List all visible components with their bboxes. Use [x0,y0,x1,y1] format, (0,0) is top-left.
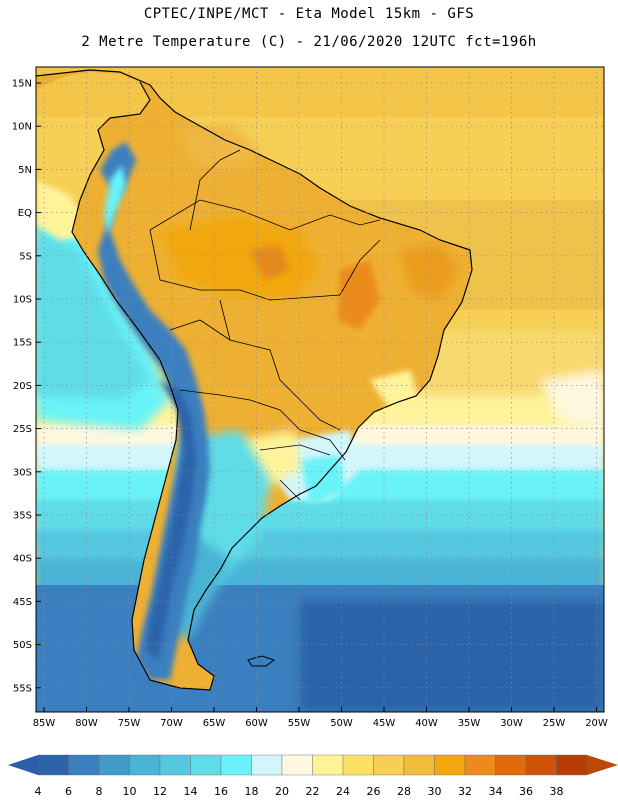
map-title-line1: CPTEC/INPE/MCT - Eta Model 15km - GFS [143,6,475,22]
colorbar-cell [251,754,283,776]
colorbar-label: 36 [519,785,533,798]
colorbar-cell [373,754,405,776]
colorbar-label: 10 [123,785,137,798]
colorbar-cell [281,754,313,776]
temperature-colorbar: 4 6 8 10 12 14 16 18 20 22 24 26 28 30 32 34 36 38 [8,754,618,798]
lon-label: 85W [33,718,56,729]
colorbar-label: 38 [550,785,564,798]
colorbar-high-arrow [587,755,618,775]
colorbar-label: 28 [397,785,411,798]
colorbar-label: 8 [96,785,103,798]
colorbar-cell [495,754,527,776]
lat-label: 45S [13,597,32,608]
lon-label: 25W [543,718,566,729]
colorbar-cell [190,754,222,776]
lon-label: 35W [458,718,481,729]
lat-label: 20S [13,381,32,392]
colorbar-cell [68,754,100,776]
colorbar-label: 14 [184,785,198,798]
lon-label: 60W [245,718,268,729]
lon-label: 20W [585,718,608,729]
colorbar-cell [464,754,496,776]
colorbar-label: 32 [458,785,472,798]
colorbar-label: 24 [336,785,350,798]
lon-label: 65W [203,718,226,729]
colorbar-label: 12 [153,785,167,798]
lat-label: 25S [13,424,32,435]
colorbar-cell [129,754,161,776]
colorbar-cell [312,754,344,776]
lon-label: 80W [75,718,98,729]
lat-label: 40S [13,554,32,565]
lon-label: 45W [373,718,396,729]
colorbar-cell [342,754,374,776]
lon-label: 75W [118,718,141,729]
lat-label: 55S [13,683,32,694]
colorbar-label: 22 [306,785,320,798]
colorbar-cell [434,754,466,776]
colorbar-cell [403,754,435,776]
lat-label: EQ [18,208,32,219]
colorbar-cell [98,754,130,776]
lat-label: 50S [13,640,32,651]
lat-label: 10S [13,295,32,306]
latitude-labels: 15N 10N 5N EQ 5S 10S 15S 20S 25S 30S 35S 40S 45S 50S 5… [12,79,41,694]
lon-label: 70W [160,718,183,729]
colorbar-label: 26 [367,785,381,798]
colorbar-cell [556,754,588,776]
lat-label: 30S [13,467,32,478]
lon-label: 40W [415,718,438,729]
colorbar-label: 16 [214,785,228,798]
map-field [36,67,604,712]
colorbar-label: 4 [35,785,42,798]
colorbar-low-arrow [8,755,38,775]
colorbar-label: 6 [65,785,72,798]
colorbar-cell [220,754,252,776]
lat-label: 15S [13,338,32,349]
lat-label: 10N [12,122,32,133]
lon-label: 50W [330,718,353,729]
map-title-line2: 2 Metre Temperature (C) - 21/06/2020 12U… [81,34,537,50]
colorbar-cell [37,754,69,776]
colorbar-label: 30 [428,785,442,798]
lat-label: 15N [12,79,32,90]
lon-label: 30W [500,718,523,729]
colorbar-label: 34 [489,785,503,798]
colorbar-cell [159,754,191,776]
lat-label: 5N [18,165,32,176]
lat-label: 5S [19,251,32,262]
colorbar-label: 18 [245,785,259,798]
colorbar-label: 20 [275,785,289,798]
longitude-labels: 85W 80W 75W 70W 65W 60W 55W 50W 45W 40W 35W 30W 25W 2… [33,707,608,729]
lon-label: 55W [288,718,311,729]
lat-label: 35S [13,511,32,522]
colorbar-cell [525,754,557,776]
